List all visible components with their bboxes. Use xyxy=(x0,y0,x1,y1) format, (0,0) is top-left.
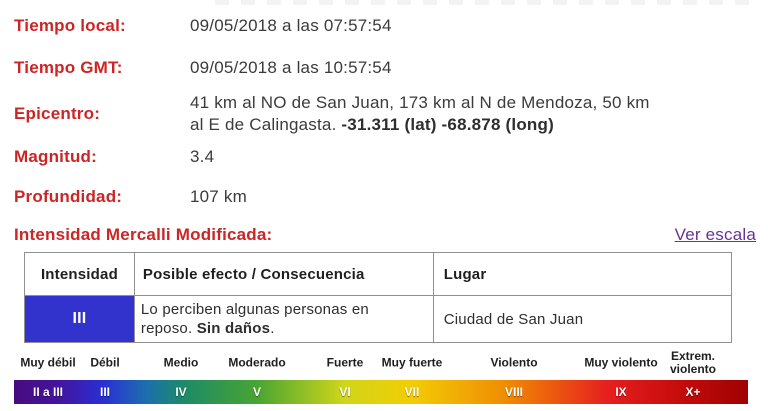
tiempo-local-label: Tiempo local: xyxy=(14,16,126,35)
tiempo-local-value: 09/05/2018 a las 07:57:54 xyxy=(190,16,392,35)
table-row: III Lo perciben algunas personas en repo… xyxy=(24,295,733,343)
scale-numeral-vi: VI xyxy=(339,385,351,399)
header-efecto: Posible efecto / Consecuencia xyxy=(133,252,434,296)
scale-numeral-ii-a-iii: II a III xyxy=(32,385,64,399)
row-profundidad: Profundidad: 107 km xyxy=(0,187,768,207)
mercalli-table: Intensidad Posible efecto / Consecuencia… xyxy=(24,252,733,343)
intensity-scale-labels: Muy débil Débil Medio Moderado Fuerte Mu… xyxy=(0,348,768,378)
tiempo-gmt-label: Tiempo GMT: xyxy=(14,58,123,77)
effect-text: Lo perciben algunas personas en reposo. … xyxy=(140,301,369,337)
row-magnitud: Magnitud: 3.4 xyxy=(0,147,768,167)
epicentro-label: Epicentro: xyxy=(14,104,101,123)
scale-numeral-viii: VIII xyxy=(504,385,524,399)
scale-numeral-x-plus: X+ xyxy=(685,385,701,399)
scale-numeral-iv: IV xyxy=(175,385,187,399)
mercalli-heading-label: Intensidad Mercalli Modificada: xyxy=(14,225,273,244)
profundidad-label: Profundidad: xyxy=(14,187,123,206)
scale-numeral-v: V xyxy=(252,385,262,399)
scale-label-muy-violento: Muy violento xyxy=(584,355,658,370)
scale-label-medio: Medio xyxy=(163,355,199,370)
scale-numeral-iii: III xyxy=(99,385,111,399)
clipped-text-fragment xyxy=(215,0,760,5)
effect-cell: Lo perciben algunas personas en reposo. … xyxy=(133,295,434,343)
epicentro-coordinates: -31.311 (lat) -68.878 (long) xyxy=(341,115,554,134)
effect-bold-text: Sin daños xyxy=(196,320,271,337)
table-header-row: Intensidad Posible efecto / Consecuencia… xyxy=(24,252,733,296)
header-intensidad: Intensidad xyxy=(24,252,135,296)
scale-numeral-vii: VII xyxy=(404,385,420,399)
magnitud-label: Magnitud: xyxy=(14,147,97,166)
scale-label-extrem-violento: Extrem. violento xyxy=(669,349,716,376)
epicentro-value: 41 km al NO de San Juan, 173 km al N de … xyxy=(190,92,768,136)
row-tiempo-local: Tiempo local: 09/05/2018 a las 07:57:54 xyxy=(0,16,768,36)
header-lugar: Lugar xyxy=(432,252,733,296)
scale-label-moderado: Moderado xyxy=(228,355,286,370)
magnitud-value: 3.4 xyxy=(190,147,215,166)
scale-label-debil: Débil xyxy=(90,355,120,370)
row-epicentro: Epicentro: 41 km al NO de San Juan, 173 … xyxy=(0,92,768,136)
row-tiempo-gmt: Tiempo GMT: 09/05/2018 a las 10:57:54 xyxy=(0,58,768,78)
profundidad-value: 107 km xyxy=(190,187,247,206)
scale-numeral-ix: IX xyxy=(615,385,627,399)
scale-label-violento: Violento xyxy=(490,355,538,370)
tiempo-gmt-value: 09/05/2018 a las 10:57:54 xyxy=(190,58,392,77)
scale-label-muy-debil: Muy débil xyxy=(20,355,76,370)
epicentro-value-line1: 41 km al NO de San Juan, 173 km al N de … xyxy=(190,93,650,112)
intensity-value-cell: III xyxy=(24,295,135,343)
scale-label-muy-fuerte: Muy fuerte xyxy=(381,355,443,370)
epicentro-value-line2: al E de Calingasta. -31.311 (lat) -68.87… xyxy=(190,115,554,134)
intensity-scale-bar: II a III III IV V VI VII VIII IX X+ xyxy=(14,380,748,404)
ver-escala-link[interactable]: Ver escala xyxy=(674,225,756,244)
place-cell: Ciudad de San Juan xyxy=(432,295,733,343)
scale-label-fuerte: Fuerte xyxy=(326,355,364,370)
